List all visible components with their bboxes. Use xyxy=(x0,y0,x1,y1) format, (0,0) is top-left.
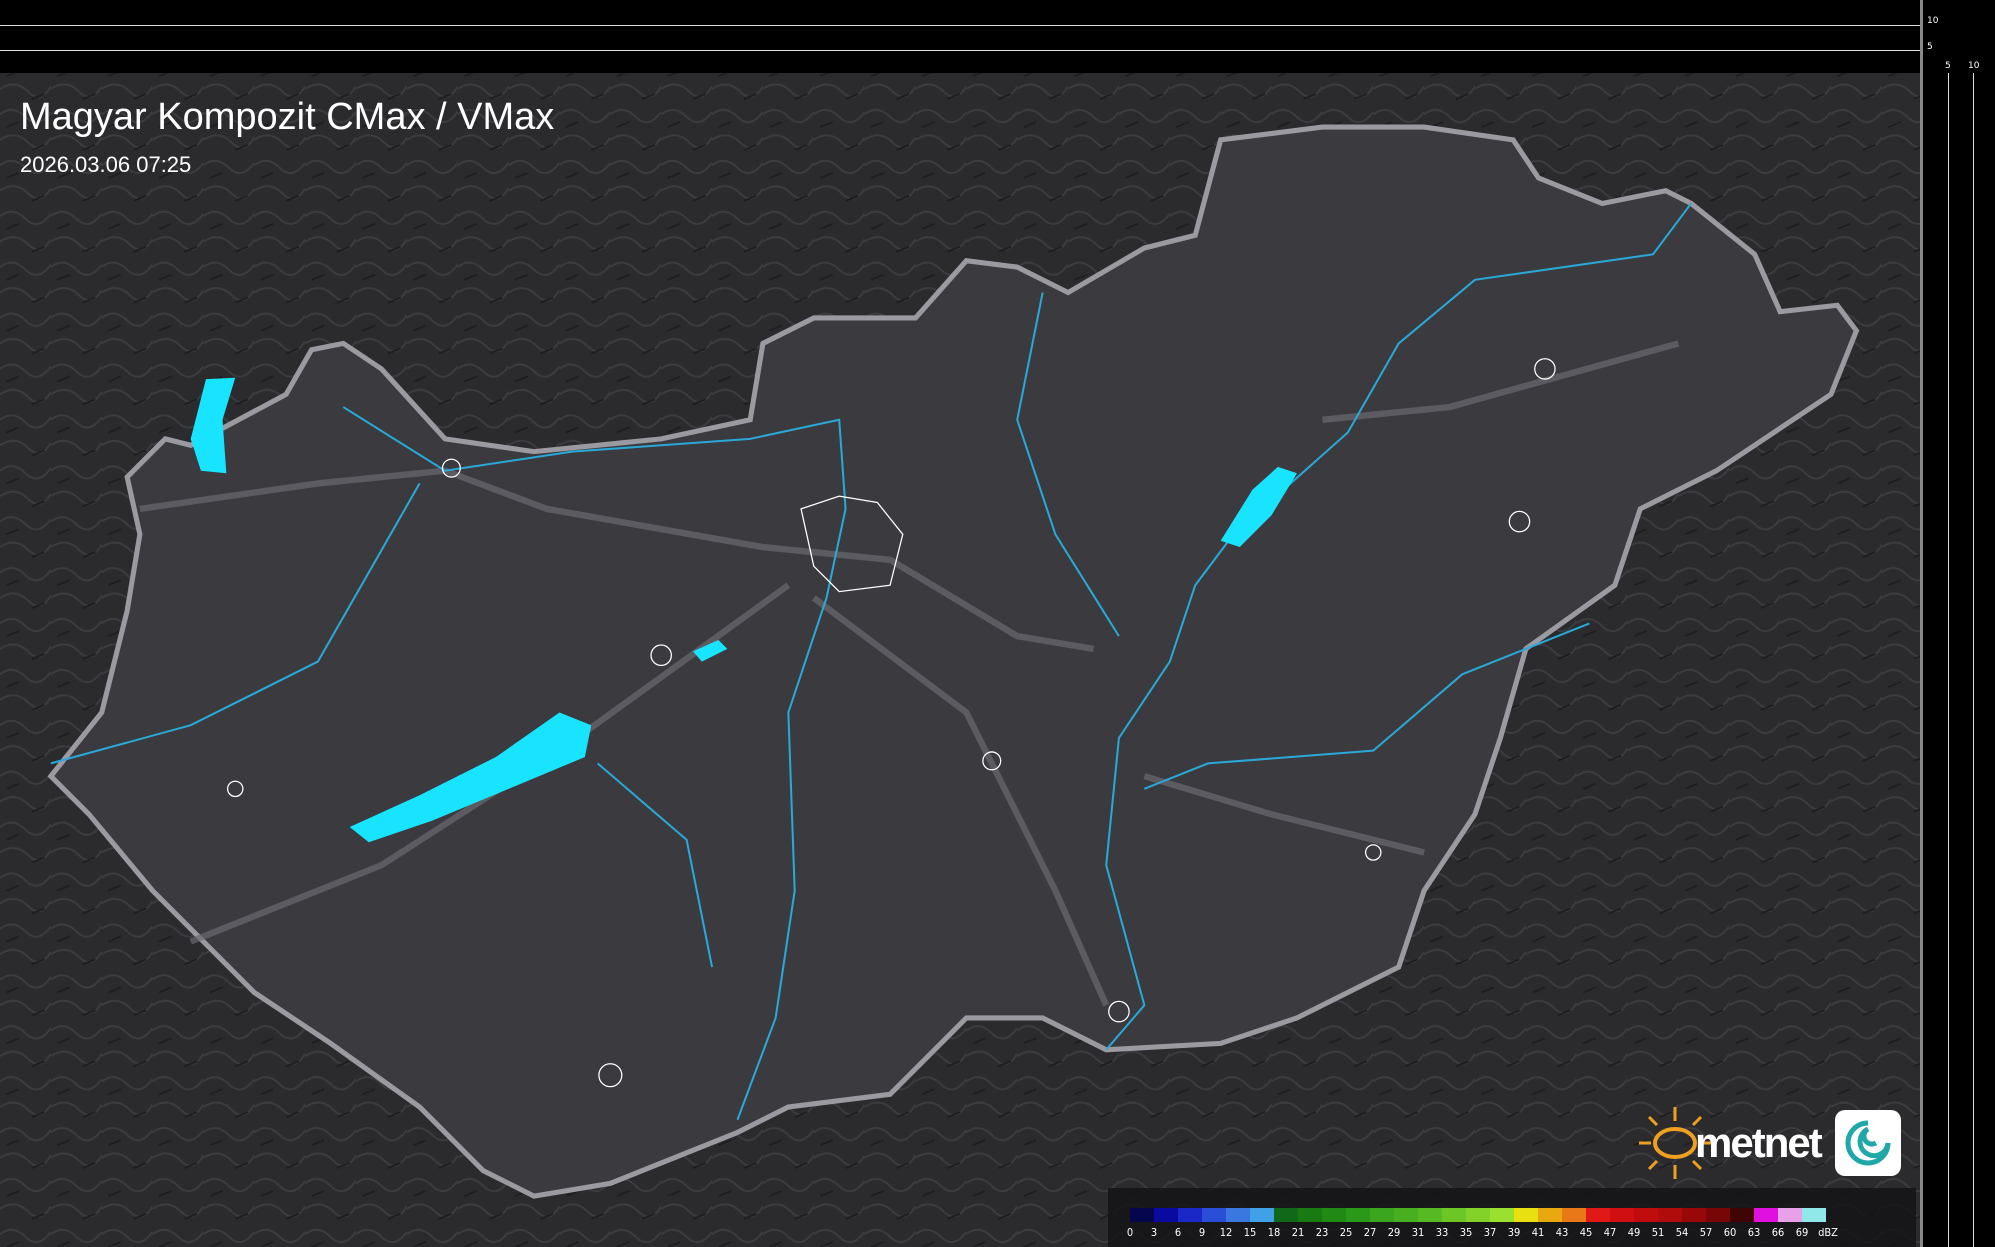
legend-swatch xyxy=(1202,1208,1226,1222)
legend-swatch xyxy=(1466,1208,1490,1222)
legend-swatches xyxy=(1130,1208,1826,1222)
scale-line-h10 xyxy=(1973,73,1974,1247)
rivers xyxy=(50,202,1692,1121)
river-tisza xyxy=(1105,202,1692,1051)
legend-tick-label: 69 xyxy=(1795,1226,1809,1239)
legend-tick-label: 37 xyxy=(1483,1226,1497,1239)
city-budapest xyxy=(800,495,904,593)
legend-tick-label: 18 xyxy=(1267,1226,1281,1239)
legend-unit: dBZ xyxy=(1818,1226,1838,1239)
swirl-logo-icon xyxy=(1834,1110,1901,1176)
right-scale-bar: 10 5 5 10 xyxy=(1920,0,1995,1247)
legend-swatch xyxy=(1586,1208,1610,1222)
legend-tick-label: 21 xyxy=(1291,1226,1305,1239)
legend-swatch xyxy=(1418,1208,1442,1222)
legend-swatch xyxy=(1130,1208,1154,1222)
legend-swatch xyxy=(1394,1208,1418,1222)
river-sio xyxy=(596,762,714,968)
river-zagyva xyxy=(1016,292,1120,637)
legend-tick-label: 49 xyxy=(1627,1226,1641,1239)
legend-swatch xyxy=(1370,1208,1394,1222)
legend-swatch xyxy=(1730,1208,1754,1222)
city-outlines xyxy=(226,358,1556,1088)
map-title: Magyar Kompozit CMax / VMax xyxy=(20,96,555,138)
legend-swatch xyxy=(1562,1208,1586,1222)
lake-tisza xyxy=(1220,466,1297,548)
legend-tick-label: 31 xyxy=(1411,1226,1425,1239)
map-canvas[interactable] xyxy=(0,73,1920,1247)
legend-tick-label: 63 xyxy=(1747,1226,1761,1239)
legend-swatch xyxy=(1178,1208,1202,1222)
legend-swatch xyxy=(1226,1208,1250,1222)
legend-swatch xyxy=(1658,1208,1682,1222)
dbz-legend: 0 3 6 9 12 15 18 21 23 25 27 29 31 33 35 37 39 41 43 45 47 49… xyxy=(1108,1188,1916,1247)
scale-line-5 xyxy=(0,50,1920,51)
legend-tick-label: 51 xyxy=(1651,1226,1665,1239)
scale-label-h10: 10 xyxy=(1968,61,1980,71)
lake-balaton xyxy=(349,712,592,843)
lakes xyxy=(190,377,1297,843)
scale-label-v10: 10 xyxy=(1927,16,1939,26)
legend-tick-label: 66 xyxy=(1771,1226,1785,1239)
sun-icon xyxy=(1639,1107,1711,1179)
legend-tick-label: 41 xyxy=(1531,1226,1545,1239)
legend-swatch xyxy=(1346,1208,1370,1222)
map-timestamp: 2026.03.06 07:25 xyxy=(20,152,192,177)
legend-tick-label: 15 xyxy=(1243,1226,1257,1239)
legend-tick-label: 43 xyxy=(1555,1226,1569,1239)
legend-swatch xyxy=(1322,1208,1346,1222)
legend-swatch xyxy=(1634,1208,1658,1222)
legend-swatch xyxy=(1706,1208,1730,1222)
logo-text: metnet xyxy=(1695,1119,1823,1166)
legend-tick-label: 39 xyxy=(1507,1226,1521,1239)
legend-tick-label: 45 xyxy=(1579,1226,1593,1239)
lake-ferto xyxy=(190,377,236,474)
metnet-logo: metnet xyxy=(1635,1103,1901,1183)
legend-swatch xyxy=(1754,1208,1778,1222)
legend-tick-label: 9 xyxy=(1198,1226,1206,1239)
legend-swatch xyxy=(1514,1208,1538,1222)
legend-tick-label: 27 xyxy=(1363,1226,1377,1239)
legend-tick-label: 54 xyxy=(1675,1226,1689,1239)
legend-tick-label: 60 xyxy=(1723,1226,1737,1239)
legend-swatch xyxy=(1298,1208,1322,1222)
legend-tick-label: 47 xyxy=(1603,1226,1617,1239)
county-borders xyxy=(139,340,1680,1007)
legend-swatch xyxy=(1274,1208,1298,1222)
legend-tick-label: 35 xyxy=(1459,1226,1473,1239)
scale-line-h5 xyxy=(1948,73,1949,1247)
legend-swatch xyxy=(1610,1208,1634,1222)
river-raba xyxy=(50,482,421,765)
legend-swatch xyxy=(1154,1208,1178,1222)
top-scale-bar xyxy=(0,0,1920,75)
legend-tick-label: 33 xyxy=(1435,1226,1449,1239)
legend-ticks: 0 3 6 9 12 15 18 21 23 25 27 29 31 33 35 37 39 41 43 45 47 49… xyxy=(1127,1226,1840,1239)
river-koros xyxy=(1143,622,1590,790)
legend-swatch xyxy=(1802,1208,1826,1222)
legend-tick-label: 57 xyxy=(1699,1226,1713,1239)
river-danube xyxy=(342,406,847,1121)
legend-tick-label: 6 xyxy=(1174,1226,1182,1239)
legend-tick-label: 29 xyxy=(1387,1226,1401,1239)
scale-line-10 xyxy=(0,25,1920,26)
legend-tick-label: 23 xyxy=(1315,1226,1329,1239)
legend-swatch xyxy=(1250,1208,1274,1222)
scale-label-v5: 5 xyxy=(1927,42,1933,52)
scale-label-h5: 5 xyxy=(1945,61,1951,71)
legend-tick-label: 25 xyxy=(1339,1226,1353,1239)
legend-swatch xyxy=(1682,1208,1706,1222)
legend-swatch xyxy=(1490,1208,1514,1222)
legend-swatch xyxy=(1778,1208,1802,1222)
legend-tick-label: 12 xyxy=(1219,1226,1233,1239)
hungary-country xyxy=(47,124,1860,1199)
legend-swatch xyxy=(1442,1208,1466,1222)
legend-swatch xyxy=(1538,1208,1562,1222)
lake-velence xyxy=(692,639,728,662)
legend-tick-label: 3 xyxy=(1150,1226,1158,1239)
legend-tick-label: 0 xyxy=(1126,1226,1134,1239)
